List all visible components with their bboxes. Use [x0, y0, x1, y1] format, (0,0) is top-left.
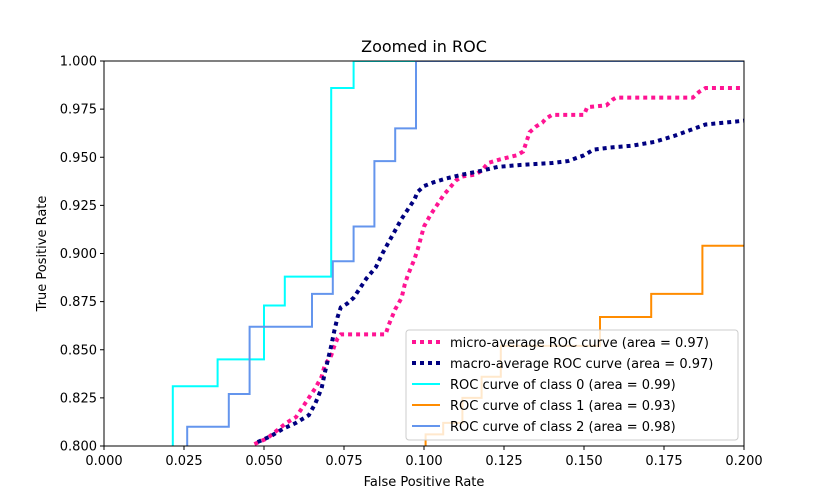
x-axis-label: False Positive Rate [364, 475, 485, 490]
y-tick-label: 0.950 [60, 151, 97, 166]
series-line-macro-average-roc-curve-area-0-97 [256, 118, 744, 444]
y-axis-label: True Positive Rate [35, 196, 50, 313]
y-tick-label: 0.800 [60, 440, 97, 455]
legend-label: micro-average ROC curve (area = 0.97) [450, 336, 709, 351]
x-tick-label: 0.125 [485, 454, 522, 469]
legend-label: macro-average ROC curve (area = 0.97) [450, 357, 713, 372]
y-tick-label: 1.000 [60, 55, 97, 70]
legend-label: ROC curve of class 2 (area = 0.98) [450, 420, 676, 435]
x-tick-label: 0.200 [725, 454, 762, 469]
x-axis: 0.000 0.025 0.050 0.075 0.100 0.125 0.150 0.175… [85, 446, 763, 469]
y-tick-label: 0.850 [60, 343, 97, 358]
y-tick-label: 0.900 [60, 247, 97, 262]
y-tick-label: 0.825 [60, 391, 97, 406]
x-tick-label: 0.000 [85, 454, 122, 469]
x-tick-label: 0.100 [405, 454, 442, 469]
series-line-roc-curve-of-class-2-area-0-98 [186, 61, 744, 446]
legend-box [405, 329, 739, 441]
y-tick-label: 0.975 [60, 103, 97, 118]
legend: micro-average ROC curve (area = 0.97) mac… [405, 329, 739, 441]
x-tick-label: 0.025 [165, 454, 202, 469]
chart-title: Zoomed in ROC [361, 37, 487, 56]
x-tick-label: 0.175 [645, 454, 682, 469]
y-axis: 0.800 0.825 0.850 0.875 0.900 0.925 0.950 0.975… [60, 55, 104, 455]
series-line-roc-curve-of-class-0-area-0-99 [171, 61, 744, 446]
x-tick-label: 0.075 [325, 454, 362, 469]
legend-label: ROC curve of class 0 (area = 0.99) [450, 378, 676, 393]
y-tick-label: 0.925 [60, 199, 97, 214]
legend-label: ROC curve of class 1 (area = 0.93) [450, 399, 676, 414]
x-tick-label: 0.150 [565, 454, 602, 469]
x-tick-label: 0.050 [245, 454, 282, 469]
y-tick-label: 0.875 [60, 295, 97, 310]
